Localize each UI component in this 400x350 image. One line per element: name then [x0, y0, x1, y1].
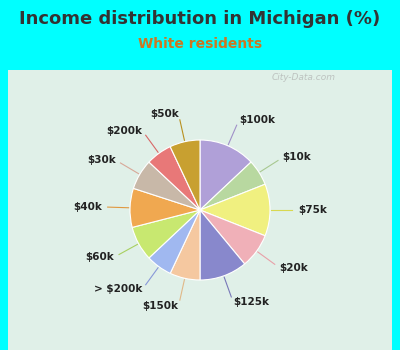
- Text: $30k: $30k: [87, 155, 116, 165]
- Text: > $200k: > $200k: [94, 284, 142, 294]
- Text: White residents: White residents: [138, 37, 262, 51]
- Wedge shape: [132, 210, 200, 258]
- Text: City-Data.com: City-Data.com: [272, 74, 336, 83]
- Text: $20k: $20k: [279, 262, 308, 273]
- Text: $150k: $150k: [143, 301, 179, 311]
- Text: $125k: $125k: [233, 297, 269, 307]
- Text: $100k: $100k: [239, 115, 275, 125]
- Wedge shape: [200, 162, 265, 210]
- Text: $40k: $40k: [73, 202, 102, 212]
- Wedge shape: [200, 184, 270, 236]
- Text: Income distribution in Michigan (%): Income distribution in Michigan (%): [19, 10, 381, 28]
- Wedge shape: [170, 210, 200, 280]
- Wedge shape: [134, 162, 200, 210]
- Wedge shape: [200, 210, 245, 280]
- Wedge shape: [200, 140, 251, 210]
- Text: $200k: $200k: [106, 126, 142, 136]
- Text: $75k: $75k: [298, 205, 327, 215]
- Text: $60k: $60k: [85, 252, 114, 262]
- Wedge shape: [130, 188, 200, 228]
- Wedge shape: [149, 147, 200, 210]
- Wedge shape: [170, 140, 200, 210]
- Wedge shape: [149, 210, 200, 273]
- Wedge shape: [200, 210, 265, 264]
- Text: $50k: $50k: [150, 109, 179, 119]
- Text: $10k: $10k: [283, 153, 312, 162]
